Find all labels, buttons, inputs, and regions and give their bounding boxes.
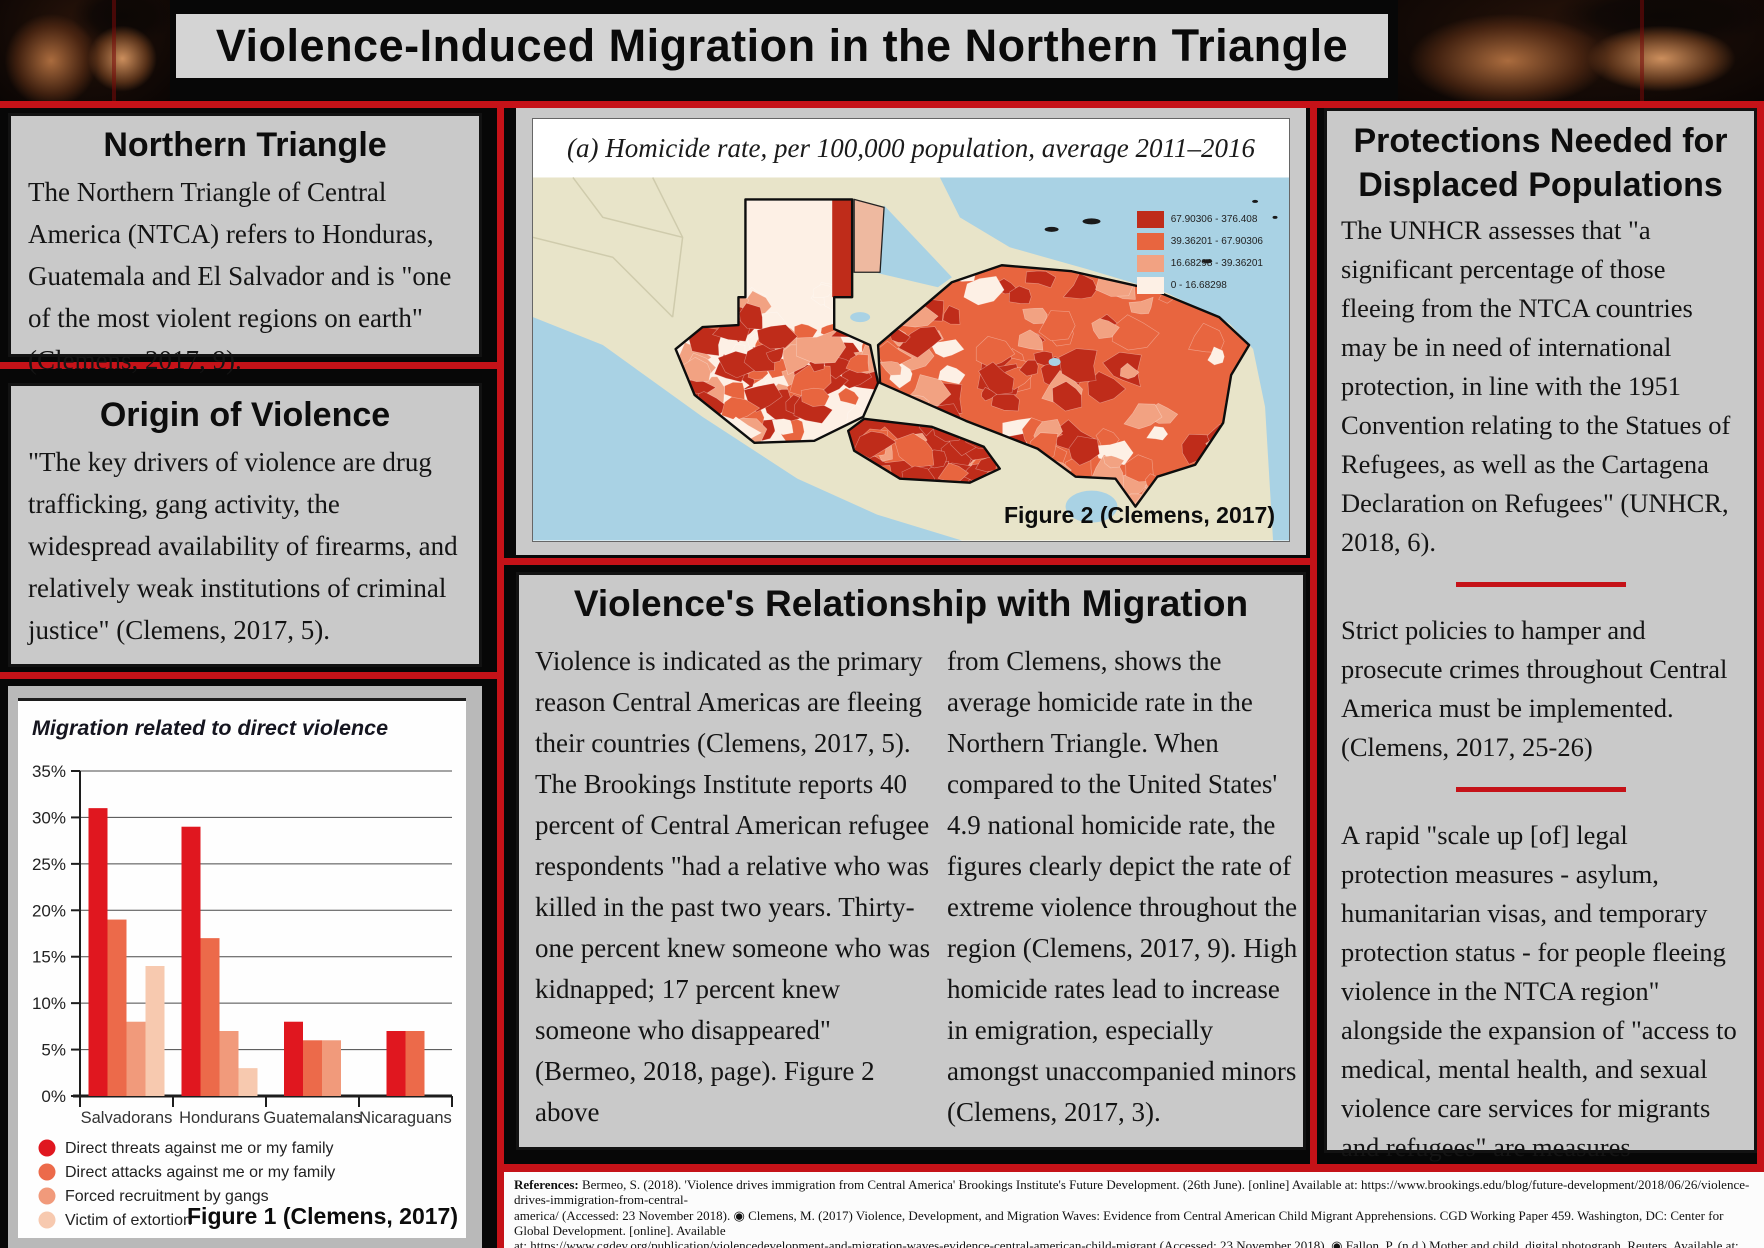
svg-text:0%: 0%	[41, 1087, 66, 1106]
poster-title: Violence-Induced Migration in the Northe…	[215, 20, 1349, 71]
divider-vertical-2	[1310, 101, 1317, 1167]
svg-text:20%: 20%	[32, 901, 66, 920]
svg-text:Direct threats against me or m: Direct threats against me or my family	[65, 1140, 334, 1157]
bar-chart-svg: Migration related to direct violence 0% 5%…	[32, 716, 453, 1229]
figure1-caption: Figure 1 (Clemens, 2017)	[187, 1203, 458, 1229]
divider-vertical-right	[1757, 101, 1764, 1167]
section-heading: Origin of Violence	[99, 396, 391, 434]
map-legend-item: 0 - 16.68298	[1136, 277, 1263, 294]
svg-text:Guatemalans: Guatemalans	[263, 1109, 361, 1127]
legend-swatch	[1136, 211, 1164, 228]
divider-top	[0, 101, 1764, 108]
legend-swatch	[1136, 233, 1164, 250]
reference-line: References: Bermeo, S. (2018). 'Violence…	[514, 1177, 1750, 1208]
section-heading: Violence's Relationship with Migration	[573, 583, 1249, 624]
map-legend: 67.90306 - 376.408 39.36201 - 67.90306 16.…	[1136, 211, 1263, 299]
red-divider	[1455, 787, 1626, 792]
legend-label: 67.90306 - 376.408	[1170, 214, 1258, 225]
red-divider	[1455, 582, 1626, 587]
svg-text:30%: 30%	[32, 808, 66, 827]
legend-label: 0 - 16.68298	[1170, 280, 1227, 291]
svg-text:10%: 10%	[32, 994, 66, 1013]
figure2-choropleth-map: (a) Homicide rate, per 100,000 populatio…	[532, 118, 1290, 542]
svg-text:25%: 25%	[32, 855, 66, 874]
protections-paragraph-1: The UNHCR assesses that "a significant p…	[1341, 215, 1731, 557]
map-legend-item: 16.68298 - 39.36201	[1136, 255, 1263, 272]
section-column-1: Violence is indicated as the primary rea…	[535, 646, 931, 1127]
svg-text:Salvadorans: Salvadorans	[81, 1109, 173, 1127]
figure1-bar-chart: Migration related to direct violence 0% 5%…	[18, 698, 466, 1238]
section-origin-of-violence: Origin of Violence "The key drivers of v…	[8, 383, 482, 667]
section-violence-relationship: Violence's Relationship with Migration V…	[516, 572, 1306, 1150]
section-protections: Protections Needed for Displaced Populat…	[1324, 108, 1757, 1240]
photo-mother-child-left	[0, 0, 170, 101]
section-heading: Protections Needed for Displaced Populat…	[1327, 119, 1754, 207]
section-heading: Northern Triangle	[103, 126, 387, 164]
legend-label: 39.36201 - 67.90306	[1170, 236, 1263, 247]
svg-text:Victim of extortion: Victim of extortion	[65, 1212, 192, 1229]
section-body: "The key drivers of violence are drug tr…	[28, 447, 458, 645]
poster-title-bar: Violence-Induced Migration in the Northe…	[176, 14, 1388, 78]
heading-line-2: Displaced Populations	[1358, 166, 1723, 204]
references-label: References:	[514, 1177, 579, 1192]
figure2-title: (a) Homicide rate, per 100,000 populatio…	[567, 132, 1255, 163]
photo-mother-child-right	[1398, 0, 1764, 101]
photo-edge	[1639, 0, 1644, 101]
legend-label: 16.68298 - 39.36201	[1170, 258, 1263, 269]
section-column-2: from Clemens, shows the average homicide…	[947, 646, 1298, 1127]
svg-text:15%: 15%	[32, 948, 66, 967]
svg-text:Direct attacks against me or m: Direct attacks against me or my family	[65, 1164, 335, 1181]
references-bar: References: Bermeo, S. (2018). 'Violence…	[504, 1172, 1764, 1248]
section-northern-triangle: Northern Triangle The Northern Triangle …	[8, 113, 482, 375]
map-legend-item: 67.90306 - 376.408	[1136, 211, 1263, 228]
protections-paragraph-2: Strict policies to hamper and prosecute …	[1341, 615, 1728, 762]
reference-line: at: https://www.cgdev.org/publication/vi…	[514, 1238, 1739, 1248]
map-legend-item: 39.36201 - 67.90306	[1136, 233, 1263, 250]
svg-text:35%: 35%	[32, 762, 66, 781]
svg-text:Forced recruitment by gangs: Forced recruitment by gangs	[65, 1188, 269, 1205]
divider-above-references	[504, 1164, 1764, 1172]
divider-under-map	[504, 558, 1310, 565]
divider-vertical-1	[497, 101, 504, 1248]
svg-text:Migration related to direct vi: Migration related to direct violence	[32, 716, 388, 740]
legend-swatch	[1136, 255, 1164, 272]
svg-text:Nicaraguans: Nicaraguans	[359, 1109, 452, 1127]
figure2-caption: Figure 2 (Clemens, 2017)	[1004, 502, 1275, 528]
svg-text:Hondurans: Hondurans	[179, 1109, 260, 1127]
section-body: The Northern Triangle of Central America…	[28, 177, 452, 375]
heading-line-1: Protections Needed for	[1353, 122, 1728, 160]
legend-swatch	[1136, 277, 1164, 294]
svg-text:5%: 5%	[41, 1041, 66, 1060]
reference-line: america/ (Accessed: 23 November 2018). ◉…	[514, 1207, 1724, 1238]
divider-left-1	[0, 362, 497, 369]
divider-left-2	[0, 672, 497, 679]
photo-edge	[112, 0, 117, 101]
